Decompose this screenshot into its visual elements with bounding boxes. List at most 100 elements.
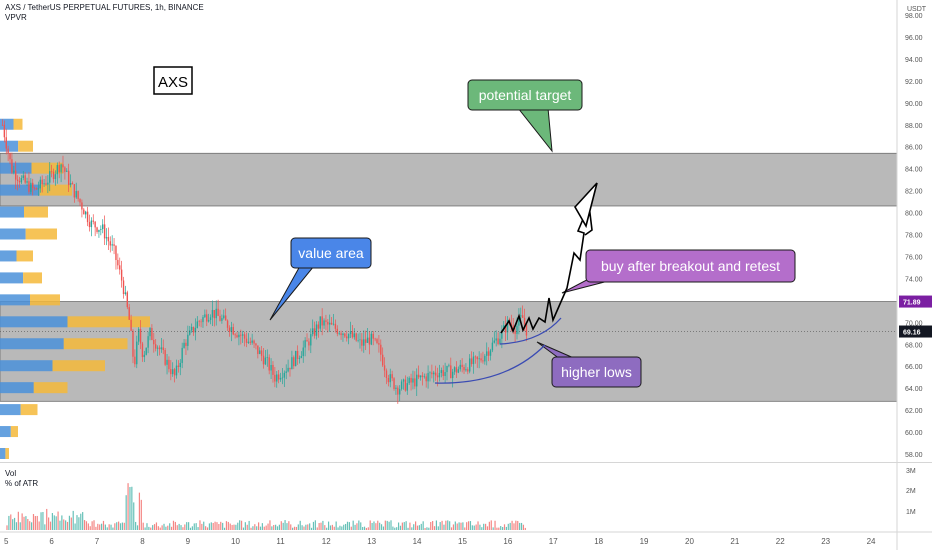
y-tick-label[interactable]: 82.00 xyxy=(905,189,923,196)
volume-bar xyxy=(399,525,402,530)
candle xyxy=(277,374,280,380)
y-tick-label[interactable]: 58.00 xyxy=(905,452,923,459)
y-tick-label[interactable]: 74.00 xyxy=(905,276,923,283)
y-tick-label[interactable]: 92.00 xyxy=(905,79,923,86)
volume-bar xyxy=(433,526,436,530)
vpvr-bar-up xyxy=(0,250,17,262)
candle xyxy=(32,182,34,189)
y-tick-label[interactable]: 76.00 xyxy=(905,254,923,261)
indicator-label[interactable]: VPVR xyxy=(5,13,27,22)
candle xyxy=(200,321,202,323)
breakout-callout-text[interactable]: buy after breakout and retest xyxy=(601,258,780,274)
candle xyxy=(211,309,214,318)
x-tick-label[interactable]: 15 xyxy=(458,537,467,546)
y-tick-label[interactable]: 84.00 xyxy=(905,167,923,174)
volume-bar xyxy=(125,495,127,530)
volume-bar xyxy=(110,524,112,530)
candle xyxy=(240,334,242,336)
y-tick-label[interactable]: 60.00 xyxy=(905,430,923,437)
y-tick-label[interactable]: 94.00 xyxy=(905,57,923,64)
x-tick-label[interactable]: 21 xyxy=(730,537,739,546)
candle xyxy=(134,356,136,365)
volume-tick-label[interactable]: 1M xyxy=(906,509,916,516)
volume-bar xyxy=(432,521,434,530)
x-tick-label[interactable]: 10 xyxy=(231,537,240,546)
x-tick-label[interactable]: 16 xyxy=(503,537,512,546)
candle xyxy=(47,182,49,185)
volume-bar xyxy=(205,526,207,530)
value-area-callout-box[interactable] xyxy=(290,237,372,269)
target-zone[interactable] xyxy=(0,152,898,207)
y-tick-label[interactable]: 80.00 xyxy=(905,211,923,218)
x-tick-label[interactable]: 5 xyxy=(4,537,9,546)
x-tick-label[interactable]: 8 xyxy=(140,537,145,546)
target-callout-box[interactable] xyxy=(467,79,583,111)
last-price-label[interactable]: 69.16 xyxy=(903,330,921,337)
candle xyxy=(60,164,62,173)
x-tick-label[interactable]: 19 xyxy=(640,537,649,546)
candle xyxy=(168,359,170,370)
volume-tick-label[interactable]: 2M xyxy=(906,488,916,495)
volume-bar xyxy=(80,513,82,530)
candle xyxy=(487,351,490,356)
value-area-callout-text[interactable]: value area xyxy=(298,245,364,261)
y-tick-label[interactable]: 68.00 xyxy=(905,342,923,349)
candle xyxy=(346,336,348,339)
candle xyxy=(397,387,399,395)
candle xyxy=(147,336,149,348)
candle xyxy=(372,333,374,339)
y-tick-label[interactable]: 86.00 xyxy=(905,145,923,152)
x-tick-label[interactable]: 22 xyxy=(776,537,785,546)
candle xyxy=(113,244,115,246)
x-tick-label[interactable]: 13 xyxy=(367,537,376,546)
x-tick-label[interactable]: 23 xyxy=(821,537,830,546)
y-tick-label[interactable]: 66.00 xyxy=(905,364,923,371)
x-tick-label[interactable]: 11 xyxy=(276,537,285,546)
candle xyxy=(313,328,316,336)
resistance-price-label[interactable]: 71.89 xyxy=(903,300,921,307)
candle xyxy=(37,188,40,190)
y-tick-label[interactable]: 88.00 xyxy=(905,123,923,130)
y-tick-label[interactable]: 98.00 xyxy=(905,13,923,20)
higher-lows-callout-text[interactable]: higher lows xyxy=(561,364,632,380)
volume-bar xyxy=(138,492,141,530)
breakout-callout-box[interactable] xyxy=(585,249,796,283)
x-tick-label[interactable]: 17 xyxy=(549,537,558,546)
x-tick-label[interactable]: 9 xyxy=(186,537,191,546)
target-callout-pointer[interactable] xyxy=(516,107,553,153)
x-tick-label[interactable]: 12 xyxy=(322,537,331,546)
y-tick-label[interactable]: 96.00 xyxy=(905,35,923,42)
y-tick-label[interactable]: 78.00 xyxy=(905,233,923,240)
volume-bar xyxy=(290,524,292,530)
y-tick-label[interactable]: 90.00 xyxy=(905,101,923,108)
volume-bar xyxy=(346,521,349,530)
higher-lows-callout-box[interactable] xyxy=(551,356,642,388)
candle xyxy=(209,317,212,320)
pane-separator[interactable] xyxy=(0,462,932,463)
volume-tick-label[interactable]: 3M xyxy=(906,468,916,475)
volume-bar xyxy=(416,525,419,530)
symbol-line[interactable]: AXS / TetherUS PERPETUAL FUTURES, 1h, BI… xyxy=(5,3,204,12)
y-tick-label[interactable]: 62.00 xyxy=(905,408,923,415)
y-tick-label[interactable]: 64.00 xyxy=(905,386,923,393)
target-callout-text[interactable]: potential target xyxy=(479,87,572,103)
x-tick-label[interactable]: 20 xyxy=(685,537,694,546)
volume-bar xyxy=(250,527,252,530)
volume-bar xyxy=(428,527,430,530)
volume-bar xyxy=(469,521,472,530)
volume-bar xyxy=(74,523,76,530)
x-tick-label[interactable]: 24 xyxy=(867,537,876,546)
x-tick-label[interactable]: 14 xyxy=(413,537,422,546)
candle xyxy=(160,347,163,350)
y-tick-label[interactable]: 70.00 xyxy=(905,320,923,327)
volume-bar xyxy=(27,519,29,530)
volume-bar xyxy=(220,521,222,530)
x-tick-label[interactable]: 18 xyxy=(594,537,603,546)
x-tick-label[interactable]: 6 xyxy=(49,537,54,546)
x-tick-label[interactable]: 7 xyxy=(95,537,100,546)
volume-bar xyxy=(85,521,88,530)
candle xyxy=(410,377,412,383)
volume-bar xyxy=(169,523,171,530)
